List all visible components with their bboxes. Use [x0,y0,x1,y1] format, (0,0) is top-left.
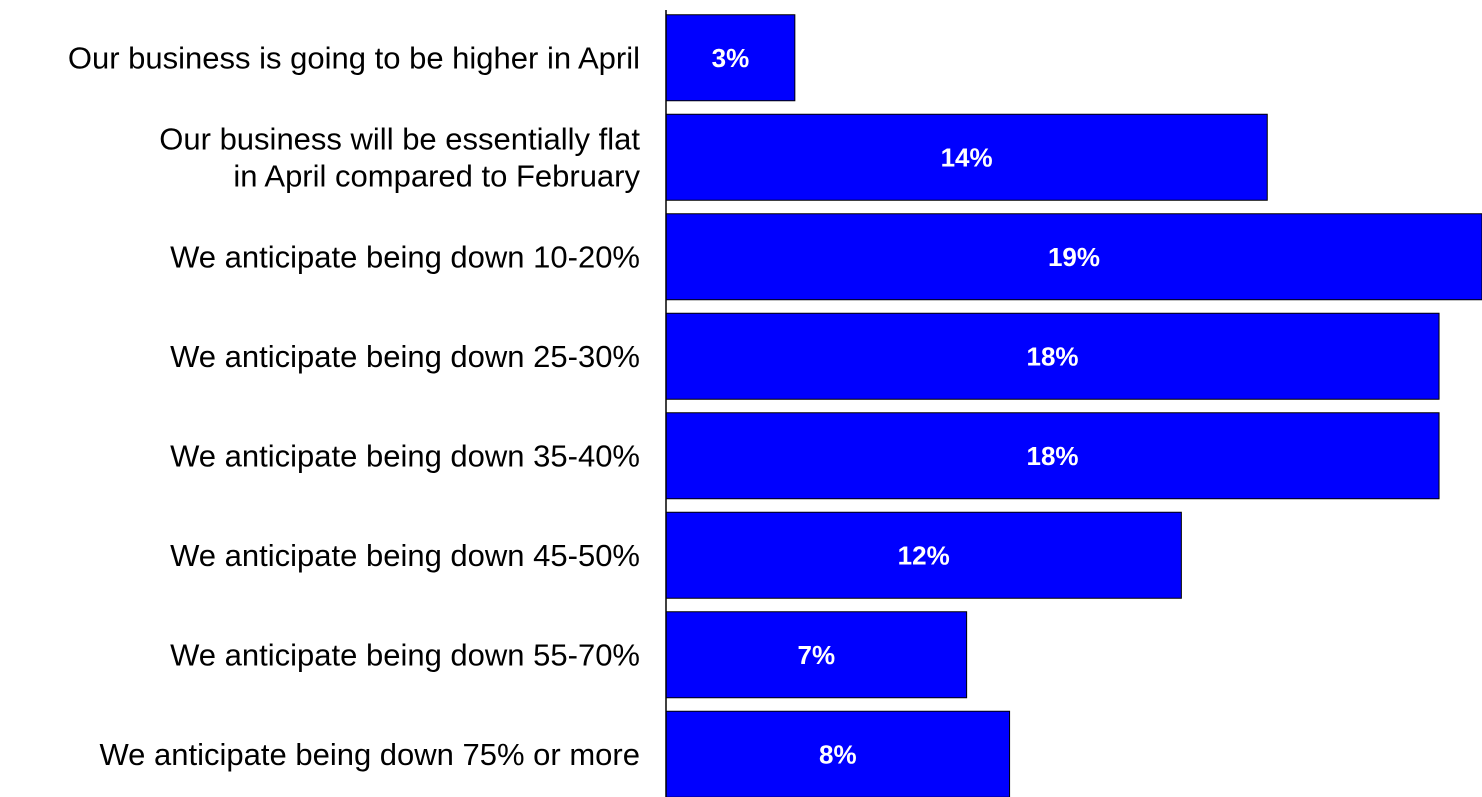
bar-value-label: 3% [712,43,750,73]
category-label-line: Our business will be essentially flat [159,121,640,156]
category-label: We anticipate being down 75% or more [99,737,640,772]
bar-value-label: 8% [819,739,857,769]
category-label: We anticipate being down 35-40% [170,438,640,473]
bars-group [665,14,1482,797]
category-label-line: Our business is going to be higher in Ap… [68,40,640,75]
value-labels-group: 3% 14% 19% 18% 18% 12% 7% 8% [712,43,1100,770]
category-labels-group: Our business is going to be higher in Ap… [68,40,641,772]
category-label-line: We anticipate being down 35-40% [170,438,640,473]
bar [665,710,1011,797]
bar [665,213,1482,301]
category-label-line: in April compared to February [233,158,640,193]
category-label-line: We anticipate being down 25-30% [170,339,640,374]
category-label: We anticipate being down 55-70% [170,637,640,672]
category-label: We anticipate being down 25-30% [170,339,640,374]
bar [665,312,1440,400]
category-label-line: We anticipate being down 45-50% [170,538,640,573]
category-label-line: We anticipate being down 10-20% [170,239,640,274]
bar [665,14,796,102]
bar-value-label: 18% [1027,441,1079,471]
category-label: Our business is going to be higher in Ap… [68,40,640,75]
bar-value-label: 19% [1048,242,1100,272]
bar [665,113,1268,201]
bar-value-label: 7% [798,640,836,670]
category-label: We anticipate being down 45-50% [170,538,640,573]
bar [665,412,1440,500]
bar-value-label: 14% [941,142,993,172]
bar-value-label: 12% [898,540,950,570]
category-label: Our business will be essentially flat in … [159,121,640,193]
category-label-line: We anticipate being down 75% or more [99,737,640,772]
bar-value-label: 18% [1027,341,1079,371]
category-label: We anticipate being down 10-20% [170,239,640,274]
category-label-line: We anticipate being down 55-70% [170,637,640,672]
